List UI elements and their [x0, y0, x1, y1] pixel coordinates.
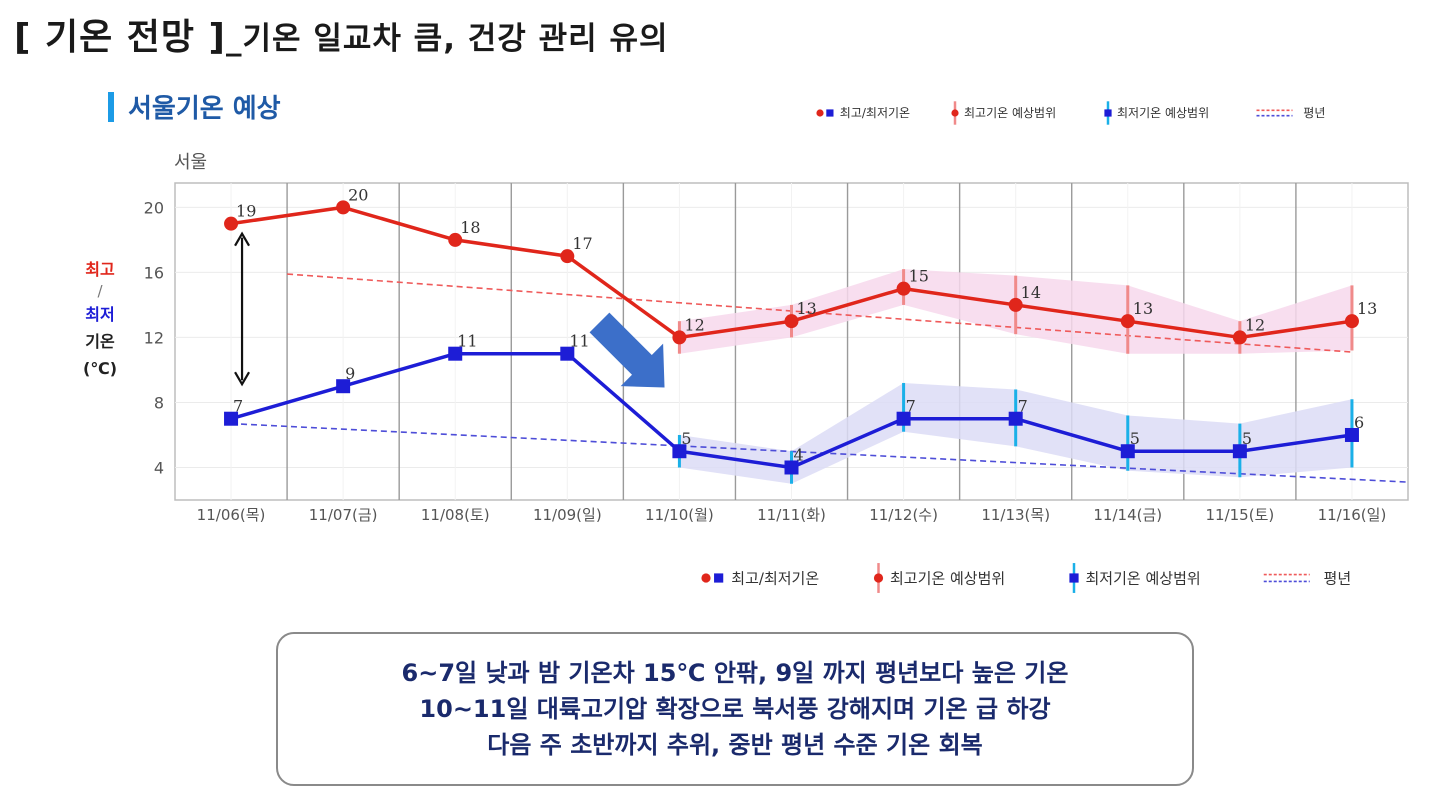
legend-bottom-label-1: 최고/최저기온	[731, 569, 819, 587]
x-tick-label: 11/14(금)	[1093, 506, 1162, 524]
low-temp-point	[336, 379, 351, 394]
high-temp-label: 12	[1245, 315, 1265, 334]
high-temp-label: 19	[236, 202, 256, 221]
low-temp-point	[1008, 411, 1023, 426]
legend-top-label-4: 평년	[1303, 106, 1325, 120]
low-temp-point	[448, 346, 463, 361]
legend-top-label-2: 최고기온 예상범위	[964, 106, 1056, 120]
ylabel-slash: /	[97, 282, 103, 300]
high-temp-point	[336, 200, 351, 215]
x-tick-label: 11/12(수)	[869, 506, 938, 524]
low-temp-point	[784, 460, 799, 475]
drop-arrow-shape	[589, 312, 665, 388]
legend-top-marker-high	[816, 109, 824, 117]
legend-top-label-1: 최고/최저기온	[840, 106, 910, 120]
low-temp-label: 9	[345, 364, 355, 383]
low-temp-point	[1344, 427, 1359, 442]
low-temp-label: 11	[569, 332, 589, 351]
page-title: [ 기온 전망 ]_기온 일교차 큼, 건강 관리 유의	[14, 8, 668, 60]
high-temp-label: 13	[797, 299, 817, 318]
ylabel-unit: (℃)	[83, 359, 117, 378]
high-temp-point	[896, 281, 911, 296]
legend-bottom-high-range-dot	[873, 573, 884, 583]
low-temp-label: 11	[457, 332, 477, 351]
low-temp-label: 6	[1354, 413, 1364, 432]
high-temp-point	[1232, 330, 1247, 345]
ylabel-low: 최저	[85, 305, 114, 324]
high-temp-label: 17	[572, 234, 592, 253]
low-temp-label: 7	[1018, 397, 1028, 416]
location-label: 서울	[174, 152, 207, 173]
low-temp-point	[1120, 444, 1135, 459]
y-tick-label: 4	[154, 458, 164, 477]
x-tick-label: 11/16(일)	[1318, 506, 1387, 524]
arrow-head-up	[234, 231, 250, 247]
high-temp-point	[672, 330, 687, 345]
low-temp-point	[560, 346, 575, 361]
legend-bottom-marker-high	[701, 573, 711, 583]
legend-bottom-marker-low	[714, 573, 724, 583]
ylabel-high: 최고	[85, 260, 115, 279]
title-main: [ 기온 전망 ]	[14, 17, 226, 58]
low-temp-label: 7	[233, 397, 243, 416]
high-temp-point	[560, 249, 575, 264]
legend-top-label-3: 최저기온 예상범위	[1117, 106, 1209, 120]
y-tick-label: 12	[144, 328, 164, 347]
temperature-drop-arrow	[589, 312, 665, 388]
summary-box: 6~7일 낮과 밤 기온차 15℃ 안팎, 9일 까지 평년보다 높은 기온 1…	[276, 632, 1194, 786]
legend-bottom-label-2: 최고기온 예상범위	[890, 569, 1005, 587]
high-temp-point	[448, 232, 463, 247]
arrow-head-down	[234, 371, 250, 387]
x-tick-label: 11/06(목)	[197, 506, 266, 524]
summary-line-3: 다음 주 초반까지 추위, 중반 평년 수준 기온 회복	[487, 731, 983, 759]
high-temp-label: 13	[1133, 299, 1153, 318]
low-temp-label: 7	[906, 397, 916, 416]
low-temp-point	[896, 411, 911, 426]
high-temp-label: 20	[348, 185, 368, 204]
x-tick-label: 11/08(토)	[421, 506, 490, 524]
low-temp-label: 4	[794, 445, 804, 464]
high-temp-point	[224, 216, 239, 231]
section-marker	[108, 91, 114, 122]
legend-bottom-label-3: 최저기온 예상범위	[1086, 569, 1201, 587]
low-temp-point	[672, 444, 687, 459]
y-tick-label: 16	[144, 263, 164, 282]
summary-line-1: 6~7일 낮과 밤 기온차 15℃ 안팎, 9일 까지 평년보다 높은 기온	[401, 659, 1069, 687]
low-temp-point	[224, 411, 239, 426]
legend-top-high-range-dot	[951, 109, 959, 117]
legend-bottom-label-4: 평년	[1324, 569, 1352, 587]
low-temp-label: 5	[681, 429, 691, 448]
y-tick-label: 8	[154, 393, 164, 412]
x-tick-label: 11/11(화)	[757, 506, 826, 524]
y-tick-label: 20	[144, 198, 164, 217]
high-temp-point	[1344, 314, 1359, 329]
ylabel-temp: 기온	[85, 332, 115, 351]
section-title: 서울기온 예상	[128, 94, 281, 124]
normal-low-line	[231, 422, 1409, 483]
high-temp-label: 14	[1021, 283, 1041, 302]
legend-bottom-low-range-square	[1069, 573, 1079, 583]
low-temp-point	[1232, 444, 1247, 459]
low-temp-label: 5	[1242, 429, 1252, 448]
high-temp-label: 18	[460, 218, 480, 237]
x-tick-label: 11/13(목)	[981, 506, 1050, 524]
high-temp-label: 13	[1357, 299, 1377, 318]
high-temp-label: 15	[909, 267, 929, 286]
x-tick-label: 11/10(월)	[645, 506, 714, 524]
legend-top-low-range-square	[1104, 109, 1112, 117]
x-tick-label: 11/07(금)	[309, 506, 378, 524]
low-temp-label: 5	[1130, 429, 1140, 448]
legend-top-marker-low	[826, 109, 834, 117]
section-heading: 서울기온 예상	[108, 88, 281, 125]
high-temp-point	[1008, 297, 1023, 312]
x-tick-label: 11/09(일)	[533, 506, 602, 524]
title-subtitle: _기온 일교차 큼, 건강 관리 유의	[226, 21, 669, 57]
high-temp-point	[1120, 314, 1135, 329]
summary-line-2: 10~11일 대륙고기압 확장으로 북서풍 강해지며 기온 급 하강	[419, 695, 1051, 723]
high-temp-label: 12	[684, 315, 704, 334]
x-tick-label: 11/15(토)	[1205, 506, 1274, 524]
high-temp-point	[784, 314, 799, 329]
